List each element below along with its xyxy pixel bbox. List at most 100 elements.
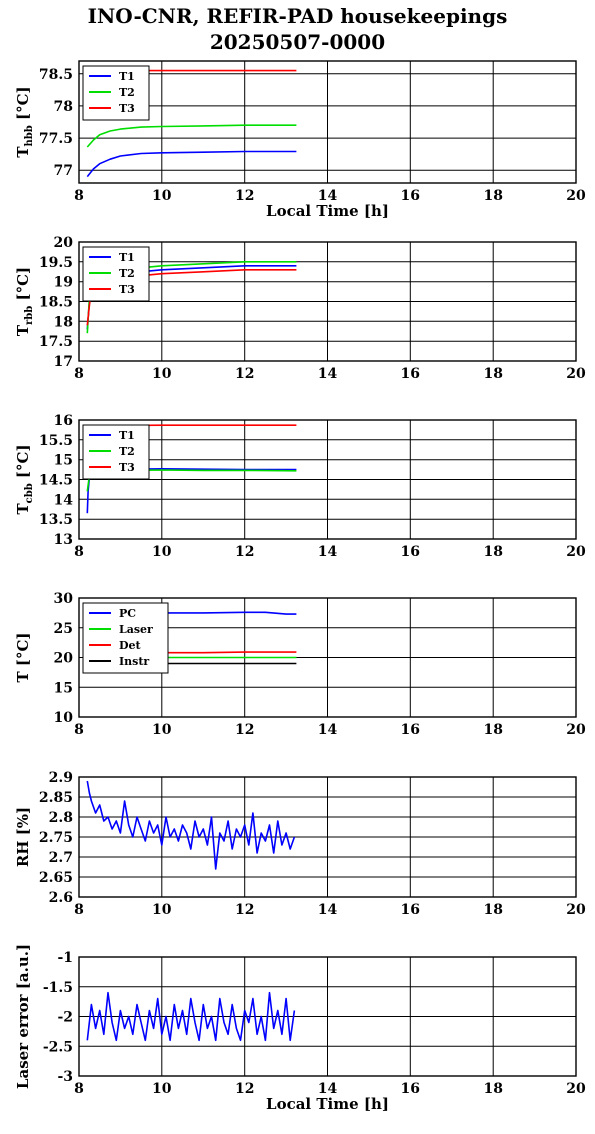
y-tick-label: 10 — [54, 710, 74, 726]
y-tick-label: -1.5 — [43, 980, 73, 996]
legend-label: T3 — [119, 461, 135, 474]
x-tick-label: 12 — [235, 366, 254, 382]
x-tick-label: 20 — [566, 722, 586, 738]
y-tick-label: 2.65 — [39, 870, 73, 886]
chart-panel-3: 8 10 12 14 16 18 20 13 13.5 14 14.5 15 15.5 16 Tcbb [°… — [14, 413, 586, 560]
y-axis-label-subscript: cbb — [24, 483, 35, 503]
legend-label: T1 — [119, 251, 135, 264]
legend-label: T2 — [119, 445, 135, 458]
x-tick-label: 10 — [152, 188, 172, 204]
y-tick-label: -1 — [57, 950, 73, 966]
y-tick-label: 13.5 — [39, 512, 73, 528]
x-tick-label: 12 — [235, 902, 254, 918]
y-tick-label: 20 — [54, 235, 74, 251]
y-tick-label: 2.6 — [49, 890, 73, 906]
y-axis-label-subscript: hbb — [24, 125, 35, 146]
y-tick-label: 25 — [54, 621, 73, 637]
y-tick-label: 16 — [54, 413, 73, 429]
chart-panel-5: 8 10 12 14 16 18 20 2.6 2.65 2.7 2.75 2.8 2.85 2.9 RH … — [14, 770, 586, 918]
x-tick-label: 10 — [152, 1081, 172, 1097]
y-axis-label-unit: [°C] — [14, 444, 32, 483]
y-axis-label-main: Laser error [a.u.] — [14, 944, 32, 1089]
legend-label: T1 — [119, 429, 135, 442]
legend-label: PC — [119, 607, 136, 620]
y-tick-label: 20 — [54, 651, 74, 667]
page-subtitle: 20250507-0000 — [209, 30, 386, 54]
y-axis-label-main: T — [14, 146, 32, 158]
y-tick-label: 2.75 — [39, 830, 73, 846]
legend-label: T2 — [119, 267, 135, 280]
series-line-series-1 — [86, 780, 296, 870]
x-axis-label: Local Time [h] — [266, 1095, 389, 1113]
plot-frame — [78, 419, 577, 540]
x-tick-label: 10 — [152, 902, 172, 918]
page-title: INO-CNR, REFIR-PAD housekeepings — [87, 4, 508, 28]
x-tick-label: 8 — [74, 188, 84, 204]
y-axis-label-unit: [°C] — [14, 267, 32, 306]
y-axis-label: T [°C] — [14, 632, 32, 682]
y-tick-label: 2.8 — [49, 810, 73, 826]
x-tick-label: 10 — [152, 544, 172, 560]
x-tick-label: 18 — [483, 722, 502, 738]
x-tick-label: 18 — [483, 902, 502, 918]
y-tick-label: 18.5 — [39, 295, 73, 311]
x-tick-label: 16 — [401, 1081, 420, 1097]
y-tick-label: 15.5 — [39, 433, 73, 449]
legend-label: Instr — [119, 655, 149, 668]
plot-frame — [78, 776, 577, 898]
y-tick-label: 15 — [54, 680, 73, 696]
y-axis-label-main: T [°C] — [14, 632, 32, 682]
y-axis-label: RH [%] — [14, 807, 32, 867]
plot-frame — [78, 956, 577, 1077]
chart-panel-1: 8 10 12 14 16 18 20 77 77.5 78 78.5 Local Time [h] T… — [14, 60, 586, 220]
x-tick-label: 8 — [74, 902, 84, 918]
legend: T1 T2 T3 — [82, 246, 150, 302]
x-tick-label: 14 — [318, 544, 338, 560]
x-tick-label: 14 — [318, 1081, 338, 1097]
y-tick-label: 77.5 — [39, 131, 73, 147]
x-tick-label: 18 — [483, 188, 502, 204]
y-tick-label: -3 — [57, 1069, 73, 1085]
x-tick-label: 16 — [401, 722, 420, 738]
y-tick-label: 17 — [54, 354, 73, 370]
x-axis-label: Local Time [h] — [266, 202, 389, 220]
y-axis-label: Thbb [°C] — [14, 86, 35, 157]
y-tick-label: 30 — [54, 591, 74, 607]
x-tick-label: 18 — [483, 366, 502, 382]
x-tick-label: 16 — [401, 544, 420, 560]
legend-label: Laser — [119, 623, 153, 636]
x-tick-label: 8 — [74, 366, 84, 382]
x-tick-label: 8 — [74, 544, 84, 560]
x-tick-label: 16 — [401, 902, 420, 918]
legend-label: T2 — [119, 86, 135, 99]
y-tick-label: 19.5 — [39, 255, 73, 271]
legend-label: T3 — [119, 283, 135, 296]
y-tick-label: 2.85 — [39, 790, 73, 806]
x-tick-label: 8 — [74, 1081, 84, 1097]
x-tick-label: 18 — [483, 1081, 502, 1097]
y-tick-label: 2.9 — [49, 770, 73, 786]
y-tick-label: 18 — [54, 314, 73, 330]
x-tick-label: 14 — [318, 722, 338, 738]
x-tick-label: 8 — [74, 722, 84, 738]
y-axis-label-main: T — [14, 324, 32, 336]
chart-panel-2: 8 10 12 14 16 18 20 17 17.5 18 18.5 19 19.5 20 Trbb [°… — [14, 235, 586, 382]
x-tick-label: 12 — [235, 188, 254, 204]
y-tick-label: 77 — [54, 163, 73, 179]
y-tick-label: 15 — [54, 453, 73, 469]
chart-panel-6: 8 10 12 14 16 18 20 -3 -2.5 -2 -1.5 -1 Local Time [h… — [14, 944, 586, 1113]
x-tick-label: 20 — [566, 1081, 586, 1097]
plot-frame — [78, 241, 577, 362]
x-tick-label: 18 — [483, 544, 502, 560]
x-tick-label: 16 — [401, 366, 420, 382]
legend-label: Det — [119, 639, 142, 652]
legend: T1 T2 T3 — [82, 65, 150, 121]
x-tick-label: 12 — [235, 722, 254, 738]
x-tick-label: 20 — [566, 366, 586, 382]
legend-label: T1 — [119, 70, 135, 83]
y-tick-label: 78 — [54, 99, 73, 115]
y-tick-label: 2.7 — [49, 850, 73, 866]
x-tick-label: 14 — [318, 366, 338, 382]
series-line-t1 — [86, 150, 297, 178]
